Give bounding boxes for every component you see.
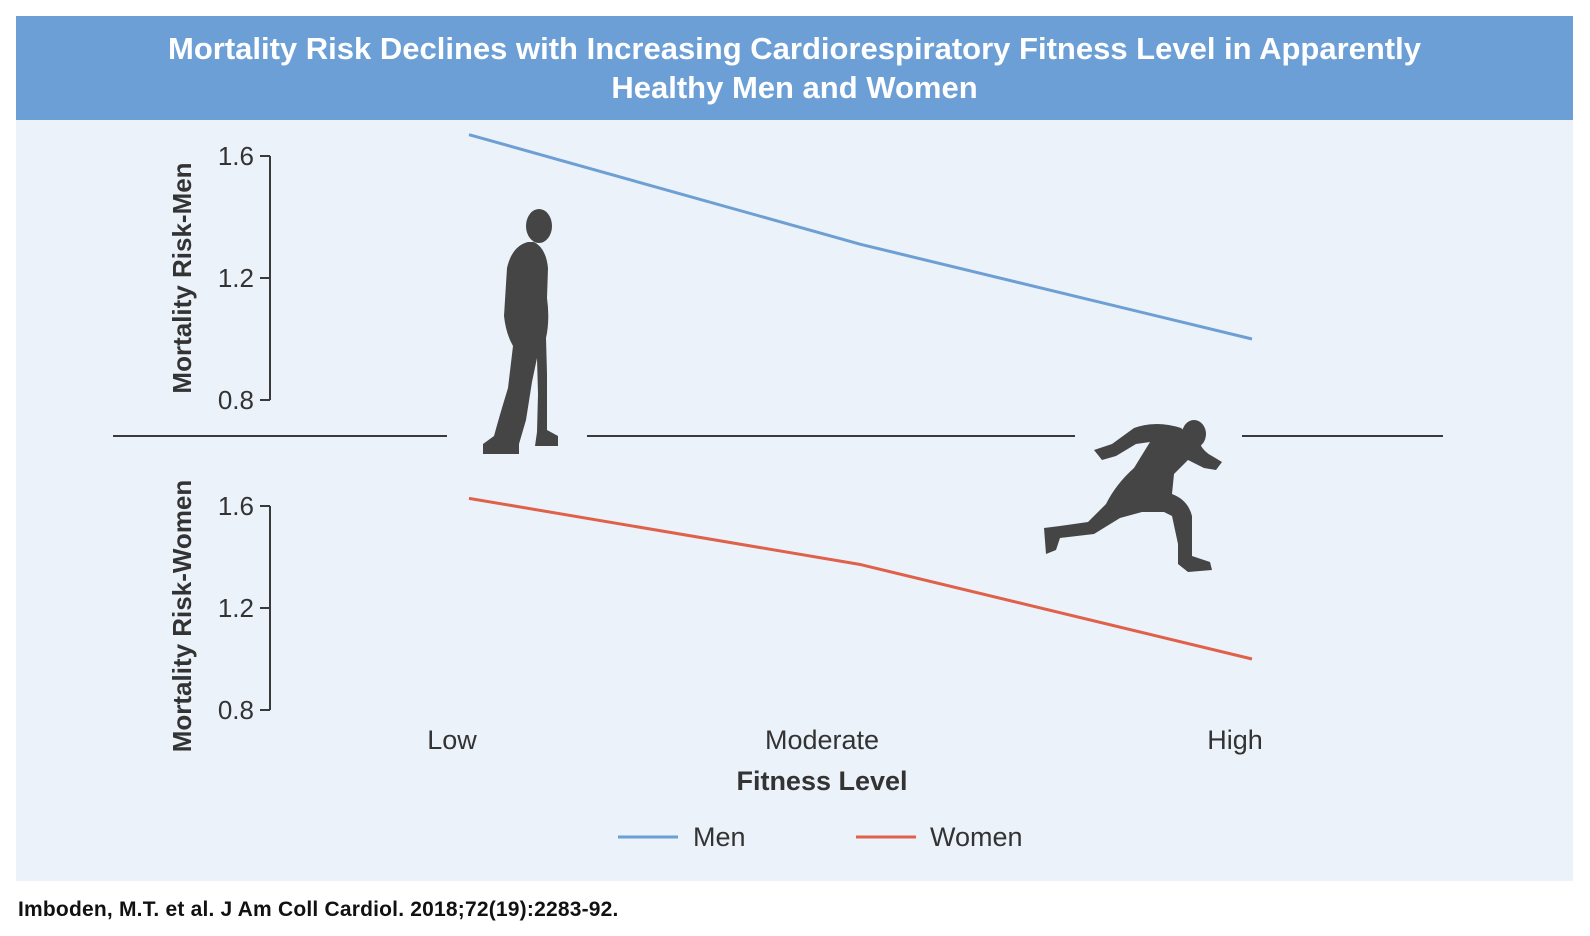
x-axis-title: Fitness Level xyxy=(736,766,907,796)
y-axis-title: Mortality Risk-Men xyxy=(167,162,197,393)
series-line-women xyxy=(468,496,1253,661)
x-tick-label: Moderate xyxy=(765,725,879,755)
legend-label: Women xyxy=(930,822,1023,852)
y-tick-label: 1.6 xyxy=(218,141,254,171)
y-axis-title: Mortality Risk-Women xyxy=(167,480,197,753)
citation: Imboden, M.T. et al. J Am Coll Cardiol. … xyxy=(18,898,619,921)
legend-label: Men xyxy=(693,822,746,852)
series-line-men xyxy=(468,133,1253,341)
x-tick-label: Low xyxy=(427,725,477,755)
x-tick-label: High xyxy=(1207,725,1263,755)
chart-panel: Mortality Risk Declines with Increasing … xyxy=(16,16,1573,881)
sprinting-person-icon xyxy=(1044,420,1222,572)
y-tick-label: 1.6 xyxy=(218,491,254,521)
standing-person-icon xyxy=(483,209,558,454)
y-tick-label: 1.2 xyxy=(218,263,254,293)
y-tick-label: 1.2 xyxy=(218,593,254,623)
y-tick-label: 0.8 xyxy=(218,695,254,725)
chart-title: Mortality Risk Declines with Increasing … xyxy=(16,16,1573,120)
y-tick-label: 0.8 xyxy=(218,385,254,415)
chart-svg: 0.8 1.2 1.6 Mortality Risk-Men 0.8 1.2 1.6 Mort… xyxy=(113,133,1443,852)
